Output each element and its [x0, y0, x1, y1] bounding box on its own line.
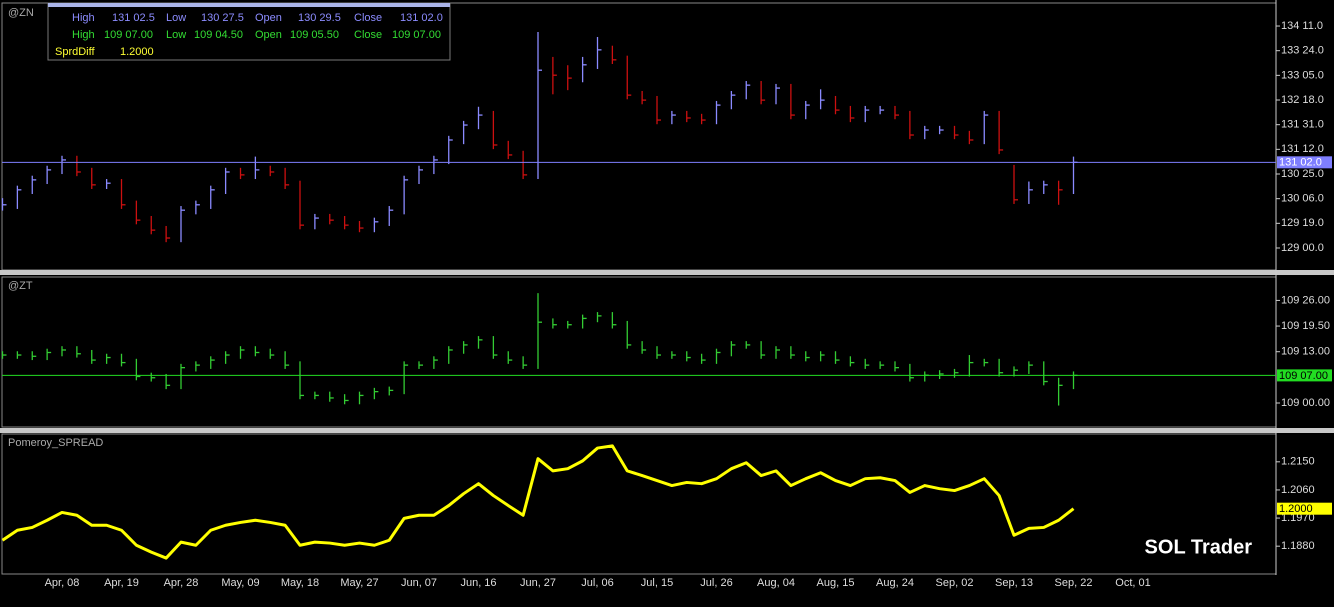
y-tick-label: 129 00.0 — [1281, 242, 1324, 254]
y-tick-label: 129 19.0 — [1281, 217, 1324, 229]
info-text: 109 07.00 — [104, 29, 153, 41]
x-tick-label: Jun, 16 — [460, 577, 496, 589]
x-tick-label: Jun, 27 — [520, 577, 556, 589]
info-text: Open — [255, 29, 282, 41]
last-price-box — [1277, 502, 1332, 515]
last-price-label: 1.2000 — [1279, 503, 1313, 515]
x-tick-label: Aug, 15 — [817, 577, 855, 589]
x-tick-label: Jul, 06 — [581, 577, 613, 589]
info-text: 109 04.50 — [194, 29, 243, 41]
x-tick-label: May, 27 — [340, 577, 378, 589]
x-tick-label: Sep, 22 — [1055, 577, 1093, 589]
x-tick-label: Jun, 07 — [401, 577, 437, 589]
y-tick-label: 133 05.0 — [1281, 69, 1324, 81]
x-tick-label: Apr, 19 — [104, 577, 139, 589]
info-text: 109 05.50 — [290, 29, 339, 41]
y-tick-label: 132 18.0 — [1281, 94, 1324, 106]
y-tick-label: 131 31.0 — [1281, 119, 1324, 131]
x-tick-label: Oct, 01 — [1115, 577, 1150, 589]
info-text: SprdDiff — [55, 46, 95, 58]
y-tick-label: 130 06.0 — [1281, 193, 1324, 205]
info-text: Low — [166, 12, 186, 24]
y-tick-label: 109 13.00 — [1281, 346, 1330, 358]
y-tick-label: 109 19.50 — [1281, 320, 1330, 332]
y-tick-label: 134 11.0 — [1281, 20, 1323, 32]
y-tick-label: 133 24.0 — [1281, 45, 1324, 57]
y-tick-label: 109 00.00 — [1281, 397, 1330, 409]
info-text: 130 29.5 — [298, 12, 341, 24]
y-tick-label: 130 25.0 — [1281, 168, 1324, 180]
info-text: High — [72, 12, 95, 24]
info-box-frame — [47, 2, 451, 61]
x-tick-label: Sep, 13 — [995, 577, 1033, 589]
panel-separator — [0, 270, 1334, 275]
x-tick-label: May, 09 — [221, 577, 259, 589]
panel-separator — [0, 428, 1334, 433]
panel-title: Pomeroy_SPREAD — [8, 437, 103, 449]
info-text: 131 02.0 — [400, 12, 443, 24]
y-tick-label: 1.2150 — [1281, 456, 1315, 468]
info-box-bar — [48, 3, 450, 7]
x-tick-label: Aug, 04 — [757, 577, 795, 589]
info-text: Open — [255, 12, 282, 24]
x-tick-label: Jul, 26 — [700, 577, 732, 589]
y-tick-label: 109 26.00 — [1281, 294, 1330, 306]
y-tick-label: 1.2060 — [1281, 484, 1315, 496]
info-text: 109 07.00 — [392, 29, 441, 41]
info-text: High — [72, 29, 95, 41]
last-price-label: 131 02.0 — [1279, 157, 1322, 169]
last-price-box — [1277, 369, 1332, 382]
panel-title: @ZN — [8, 7, 34, 19]
info-text: 131 02.5 — [112, 12, 155, 24]
y-tick-label: 131 12.0 — [1281, 143, 1324, 155]
info-box: High 131 02.5 Low 130 27.5 Open 130 29.5 Close… — [47, 2, 451, 61]
x-tick-label: Sep, 02 — [936, 577, 974, 589]
info-text: Close — [354, 29, 382, 41]
watermark: SOL Trader — [1145, 536, 1253, 558]
x-tick-label: May, 18 — [281, 577, 319, 589]
y-tick-label: 1.1880 — [1281, 540, 1315, 552]
last-price-box — [1277, 156, 1332, 169]
info-text: Close — [354, 12, 382, 24]
last-price-label: 109 07.00 — [1279, 370, 1328, 382]
spread-line — [1, 444, 1075, 560]
y-tick-label: 1.1970 — [1281, 512, 1315, 524]
x-tick-label: Aug, 24 — [876, 577, 914, 589]
x-tick-label: Apr, 28 — [164, 577, 199, 589]
info-text: 130 27.5 — [201, 12, 244, 24]
x-tick-label: Jul, 15 — [641, 577, 673, 589]
info-text: Low — [166, 29, 186, 41]
panel-title: @ZT — [8, 280, 33, 292]
x-tick-label: Apr, 08 — [45, 577, 80, 589]
info-text: 1.2000 — [120, 46, 154, 58]
